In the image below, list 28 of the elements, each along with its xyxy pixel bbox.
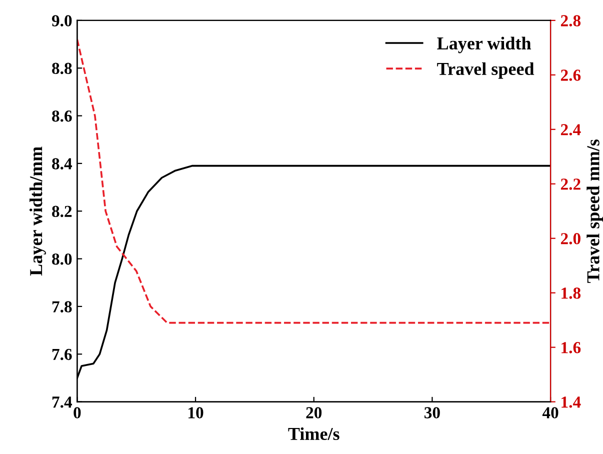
y-tick-label: 8.4: [52, 158, 72, 170]
y-tick-label: 8.6: [52, 110, 72, 122]
y2-tick-label: 2.6: [560, 70, 581, 81]
y2-tick-label: 2.8: [560, 15, 581, 26]
y-tick-label: 7.4: [52, 396, 72, 408]
x-tick-label: 20: [306, 407, 322, 418]
y2-tick-label: 2.4: [560, 124, 581, 136]
y2-axis-title: Travel speed mm/s: [586, 140, 603, 283]
y2-tick-label: 1.4: [562, 396, 581, 408]
x-tick-label: 0: [74, 407, 81, 418]
y2-tick-label: 2.0: [560, 233, 580, 244]
y-tick-label: 9.0: [52, 15, 72, 26]
y2-tick-label: 1.8: [562, 288, 581, 299]
y-tick-label: 8.0: [52, 253, 72, 265]
y-tick-label: 7.8: [52, 301, 72, 312]
legend-label: Travel speed: [437, 62, 534, 79]
y2-tick-label: 2.2: [560, 178, 580, 190]
y-tick-label: 8.2: [52, 206, 72, 218]
x-tick-label: 40: [542, 407, 558, 418]
legend-label: Layer width: [437, 36, 532, 54]
y-tick-label: 7.6: [52, 348, 72, 360]
x-axis-title: Time/s: [288, 427, 340, 440]
line-series: [77, 38, 551, 324]
x-tick-label: 30: [424, 407, 440, 418]
y2-tick-label: 1.6: [562, 342, 581, 354]
y-axis-title: Layer width/mm: [30, 146, 46, 276]
x-tick-label: 10: [188, 407, 204, 418]
y-tick-label: 8.8: [52, 62, 72, 74]
